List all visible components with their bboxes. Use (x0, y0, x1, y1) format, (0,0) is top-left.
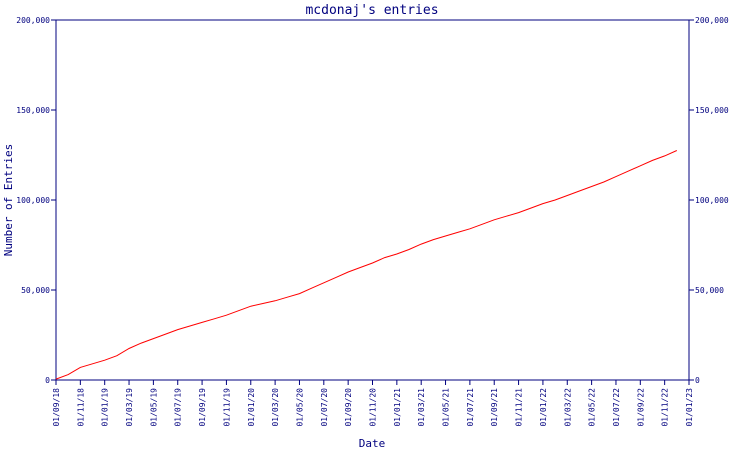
x-tick-label: 01/09/18 (52, 388, 61, 427)
x-tick-label: 01/05/19 (149, 388, 158, 427)
y-tick-label-left: 0 (45, 376, 50, 385)
plot-frame (55, 19, 690, 381)
x-tick-label: 01/07/20 (320, 388, 329, 427)
x-tick-label: 01/01/21 (393, 388, 402, 427)
x-tick-label: 01/11/22 (661, 388, 670, 427)
x-tick-label: 01/11/21 (515, 388, 524, 427)
x-tick-label: 01/03/20 (271, 388, 280, 427)
x-tick-label: 01/09/21 (490, 388, 499, 427)
y-tick-label-left: 100,000 (16, 196, 50, 205)
chart-title: mcdonaj's entries (305, 3, 438, 18)
y-axis-label: Number of Entries (2, 144, 15, 257)
x-tick-label: 01/05/21 (442, 388, 451, 427)
x-tick-label: 01/09/19 (198, 388, 207, 427)
x-tick-label: 01/05/20 (295, 388, 304, 427)
y-tick-label-right: 100,000 (695, 196, 729, 205)
x-tick-label: 01/09/20 (344, 388, 353, 427)
x-tick-label: 01/11/18 (76, 388, 85, 427)
x-tick-label: 01/01/23 (685, 388, 694, 427)
x-tick-label: 01/05/22 (588, 388, 597, 427)
x-tick-label: 01/07/22 (612, 388, 621, 427)
y-tick-label-left: 150,000 (16, 106, 50, 115)
x-tick-label: 01/11/20 (369, 388, 378, 427)
x-tick-label: 01/03/21 (417, 388, 426, 427)
y-tick-label-right: 150,000 (695, 106, 729, 115)
x-tick-label: 01/03/19 (125, 388, 134, 427)
plot-area: 0 0 50,000 50,000 100,000 100,000 150,000 150,0… (16, 16, 729, 427)
x-tick-label: 01/01/22 (539, 388, 548, 427)
x-tick-label: 01/09/22 (636, 388, 645, 427)
x-tick-label: 01/11/19 (222, 388, 231, 427)
y-tick-label-right: 50,000 (695, 286, 724, 295)
y-tick-label-right: 200,000 (695, 16, 729, 25)
x-tick-label: 01/07/21 (466, 388, 475, 427)
y-tick-label-right: 0 (695, 376, 700, 385)
x-axis-label: Date (359, 437, 386, 450)
x-tick-label: 01/07/19 (174, 388, 183, 427)
x-tick-label: 01/01/20 (247, 388, 256, 427)
x-tick-label: 01/03/22 (563, 388, 572, 427)
y-tick-label-left: 50,000 (21, 286, 50, 295)
x-tick-label: 01/01/19 (101, 388, 110, 427)
y-tick-label-left: 200,000 (16, 16, 50, 25)
series-line (55, 150, 678, 380)
